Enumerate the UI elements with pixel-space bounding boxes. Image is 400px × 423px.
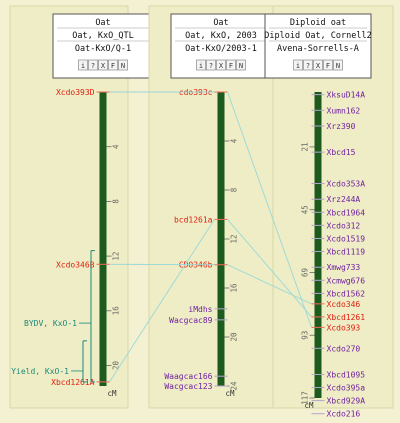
map-header-right: Diploid oat Diploid Oat, Cornell2 Avena-So… (264, 14, 371, 78)
chromosome-bar[interactable] (100, 92, 107, 386)
button-label[interactable]: ? (306, 62, 310, 70)
map-header-line: Oat, KxO, 2003 (185, 31, 257, 41)
map-button-i[interactable]: i (197, 60, 206, 70)
unit-label: cM (107, 389, 117, 398)
chromosome-bar[interactable] (218, 92, 225, 386)
marker-label[interactable]: Xcdo393D (56, 88, 95, 97)
map-header-line: Diploid Oat, Cornell2 (264, 31, 371, 41)
tick-label: 4 (230, 138, 239, 143)
map-header-line: Oat-KxO/Q-1 (75, 44, 131, 54)
tick-label: 12 (112, 252, 121, 261)
button-label[interactable]: i (81, 62, 85, 70)
tick-label: 8 (230, 187, 239, 192)
map-button-f[interactable]: F (109, 60, 118, 70)
marker-xcdo216[interactable]: Xcdo216 (312, 410, 361, 419)
tick-label: 69 (301, 268, 310, 277)
marker-label[interactable]: Xbcd1562 (327, 289, 366, 298)
marker-label[interactable]: Xmwg733 (327, 263, 361, 272)
map-header-line: Oat, KxO_QTL (72, 31, 133, 41)
qtl-label[interactable]: BYDV, KxO-1 (24, 319, 77, 328)
map-button-help[interactable]: ? (304, 60, 313, 70)
map-button-x[interactable]: X (99, 60, 108, 70)
marker-label[interactable]: Xcdo1519 (327, 234, 366, 243)
tick-label: 4 (112, 144, 121, 149)
map-header-line: Diploid oat (290, 18, 346, 28)
map-button-n[interactable]: N (334, 60, 343, 70)
marker-label[interactable]: Xcdo270 (327, 344, 361, 353)
chromosome-bar[interactable] (315, 92, 322, 398)
tick-label: 20 (230, 332, 239, 342)
map-header-line: Oat (213, 18, 228, 28)
button-label[interactable]: i (296, 62, 300, 70)
marker-label[interactable]: Xbcd1095 (327, 370, 366, 379)
map-header-line: Oat-KxO/2003-1 (185, 44, 257, 54)
map-button-i[interactable]: i (294, 60, 303, 70)
tick-label: 16 (230, 283, 239, 293)
marker-label[interactable]: Xcdo346 (327, 300, 361, 309)
qtl-label[interactable]: Yield, KxO-1 (11, 367, 69, 376)
button-label[interactable]: N (239, 62, 243, 70)
map-button-n[interactable]: N (237, 60, 246, 70)
marker-label[interactable]: Xbcd1261A (51, 378, 95, 387)
tick-label: 45 (301, 205, 310, 214)
tick-label: 21 (301, 142, 310, 151)
marker-label[interactable]: Xcdo346B (56, 260, 95, 269)
button-label[interactable]: F (111, 62, 115, 70)
marker-label[interactable]: bcd1261a (174, 215, 213, 224)
map-button-f[interactable]: F (324, 60, 333, 70)
button-label[interactable]: ? (209, 62, 213, 70)
marker-label[interactable]: Xcdo312 (327, 221, 361, 230)
map-button-help[interactable]: ? (89, 60, 98, 70)
marker-label[interactable]: Xcdo393 (327, 323, 361, 332)
marker-label[interactable]: Xbcd15 (327, 148, 356, 157)
unit-label: cM (225, 389, 235, 398)
marker-label[interactable]: Xbcd1964 (327, 208, 366, 217)
tick-label: 8 (112, 199, 121, 204)
marker-label[interactable]: Wacgcac89 (169, 316, 213, 325)
marker-label[interactable]: Xcmwg676 (327, 276, 366, 285)
button-label[interactable]: F (326, 62, 330, 70)
tick-label: 12 (230, 234, 239, 243)
marker-label[interactable]: Wacgcac123 (164, 382, 212, 391)
marker-label[interactable]: Xcdo395a (327, 384, 366, 393)
marker-label[interactable]: Xcdo216 (327, 410, 361, 419)
marker-label[interactable]: Xbcd929A (327, 397, 366, 406)
marker-label[interactable]: iMdhs (188, 305, 212, 314)
marker-label[interactable]: Waagcac166 (164, 372, 212, 381)
tick-label: 93 (301, 331, 310, 340)
map-button-x[interactable]: X (314, 60, 323, 70)
marker-label[interactable]: Xrz390 (327, 122, 356, 131)
marker-label[interactable]: Xbcd1119 (327, 248, 366, 257)
button-label[interactable]: i (199, 62, 203, 70)
marker-label[interactable]: Xrz244A (327, 195, 361, 204)
button-label[interactable]: F (229, 62, 233, 70)
map-button-help[interactable]: ? (207, 60, 216, 70)
map-header-line: Oat (95, 18, 110, 28)
tick-label: 20 (112, 360, 121, 370)
map-button-f[interactable]: F (227, 60, 236, 70)
tick-label: 16 (112, 306, 121, 316)
marker-label[interactable]: cdo393c (179, 88, 213, 97)
button-label[interactable]: ? (91, 62, 95, 70)
marker-label[interactable]: CDO346b (179, 261, 213, 270)
map-panel-right: Diploid oat Diploid Oat, Cornell2 Avena-So… (264, 6, 393, 419)
marker-label[interactable]: Xcdo353A (327, 180, 366, 189)
map-header-line: Avena-Sorrells-A (277, 44, 359, 54)
marker-label[interactable]: Xumn162 (327, 106, 361, 115)
map-button-x[interactable]: X (217, 60, 226, 70)
map-button-i[interactable]: i (79, 60, 88, 70)
marker-label[interactable]: Xbcd1261 (327, 313, 366, 322)
map-button-n[interactable]: N (119, 60, 128, 70)
button-label[interactable]: N (336, 62, 340, 70)
marker-label[interactable]: XksuD14A (327, 91, 366, 100)
button-label[interactable]: N (121, 62, 125, 70)
unit-label: cM (304, 401, 314, 410)
